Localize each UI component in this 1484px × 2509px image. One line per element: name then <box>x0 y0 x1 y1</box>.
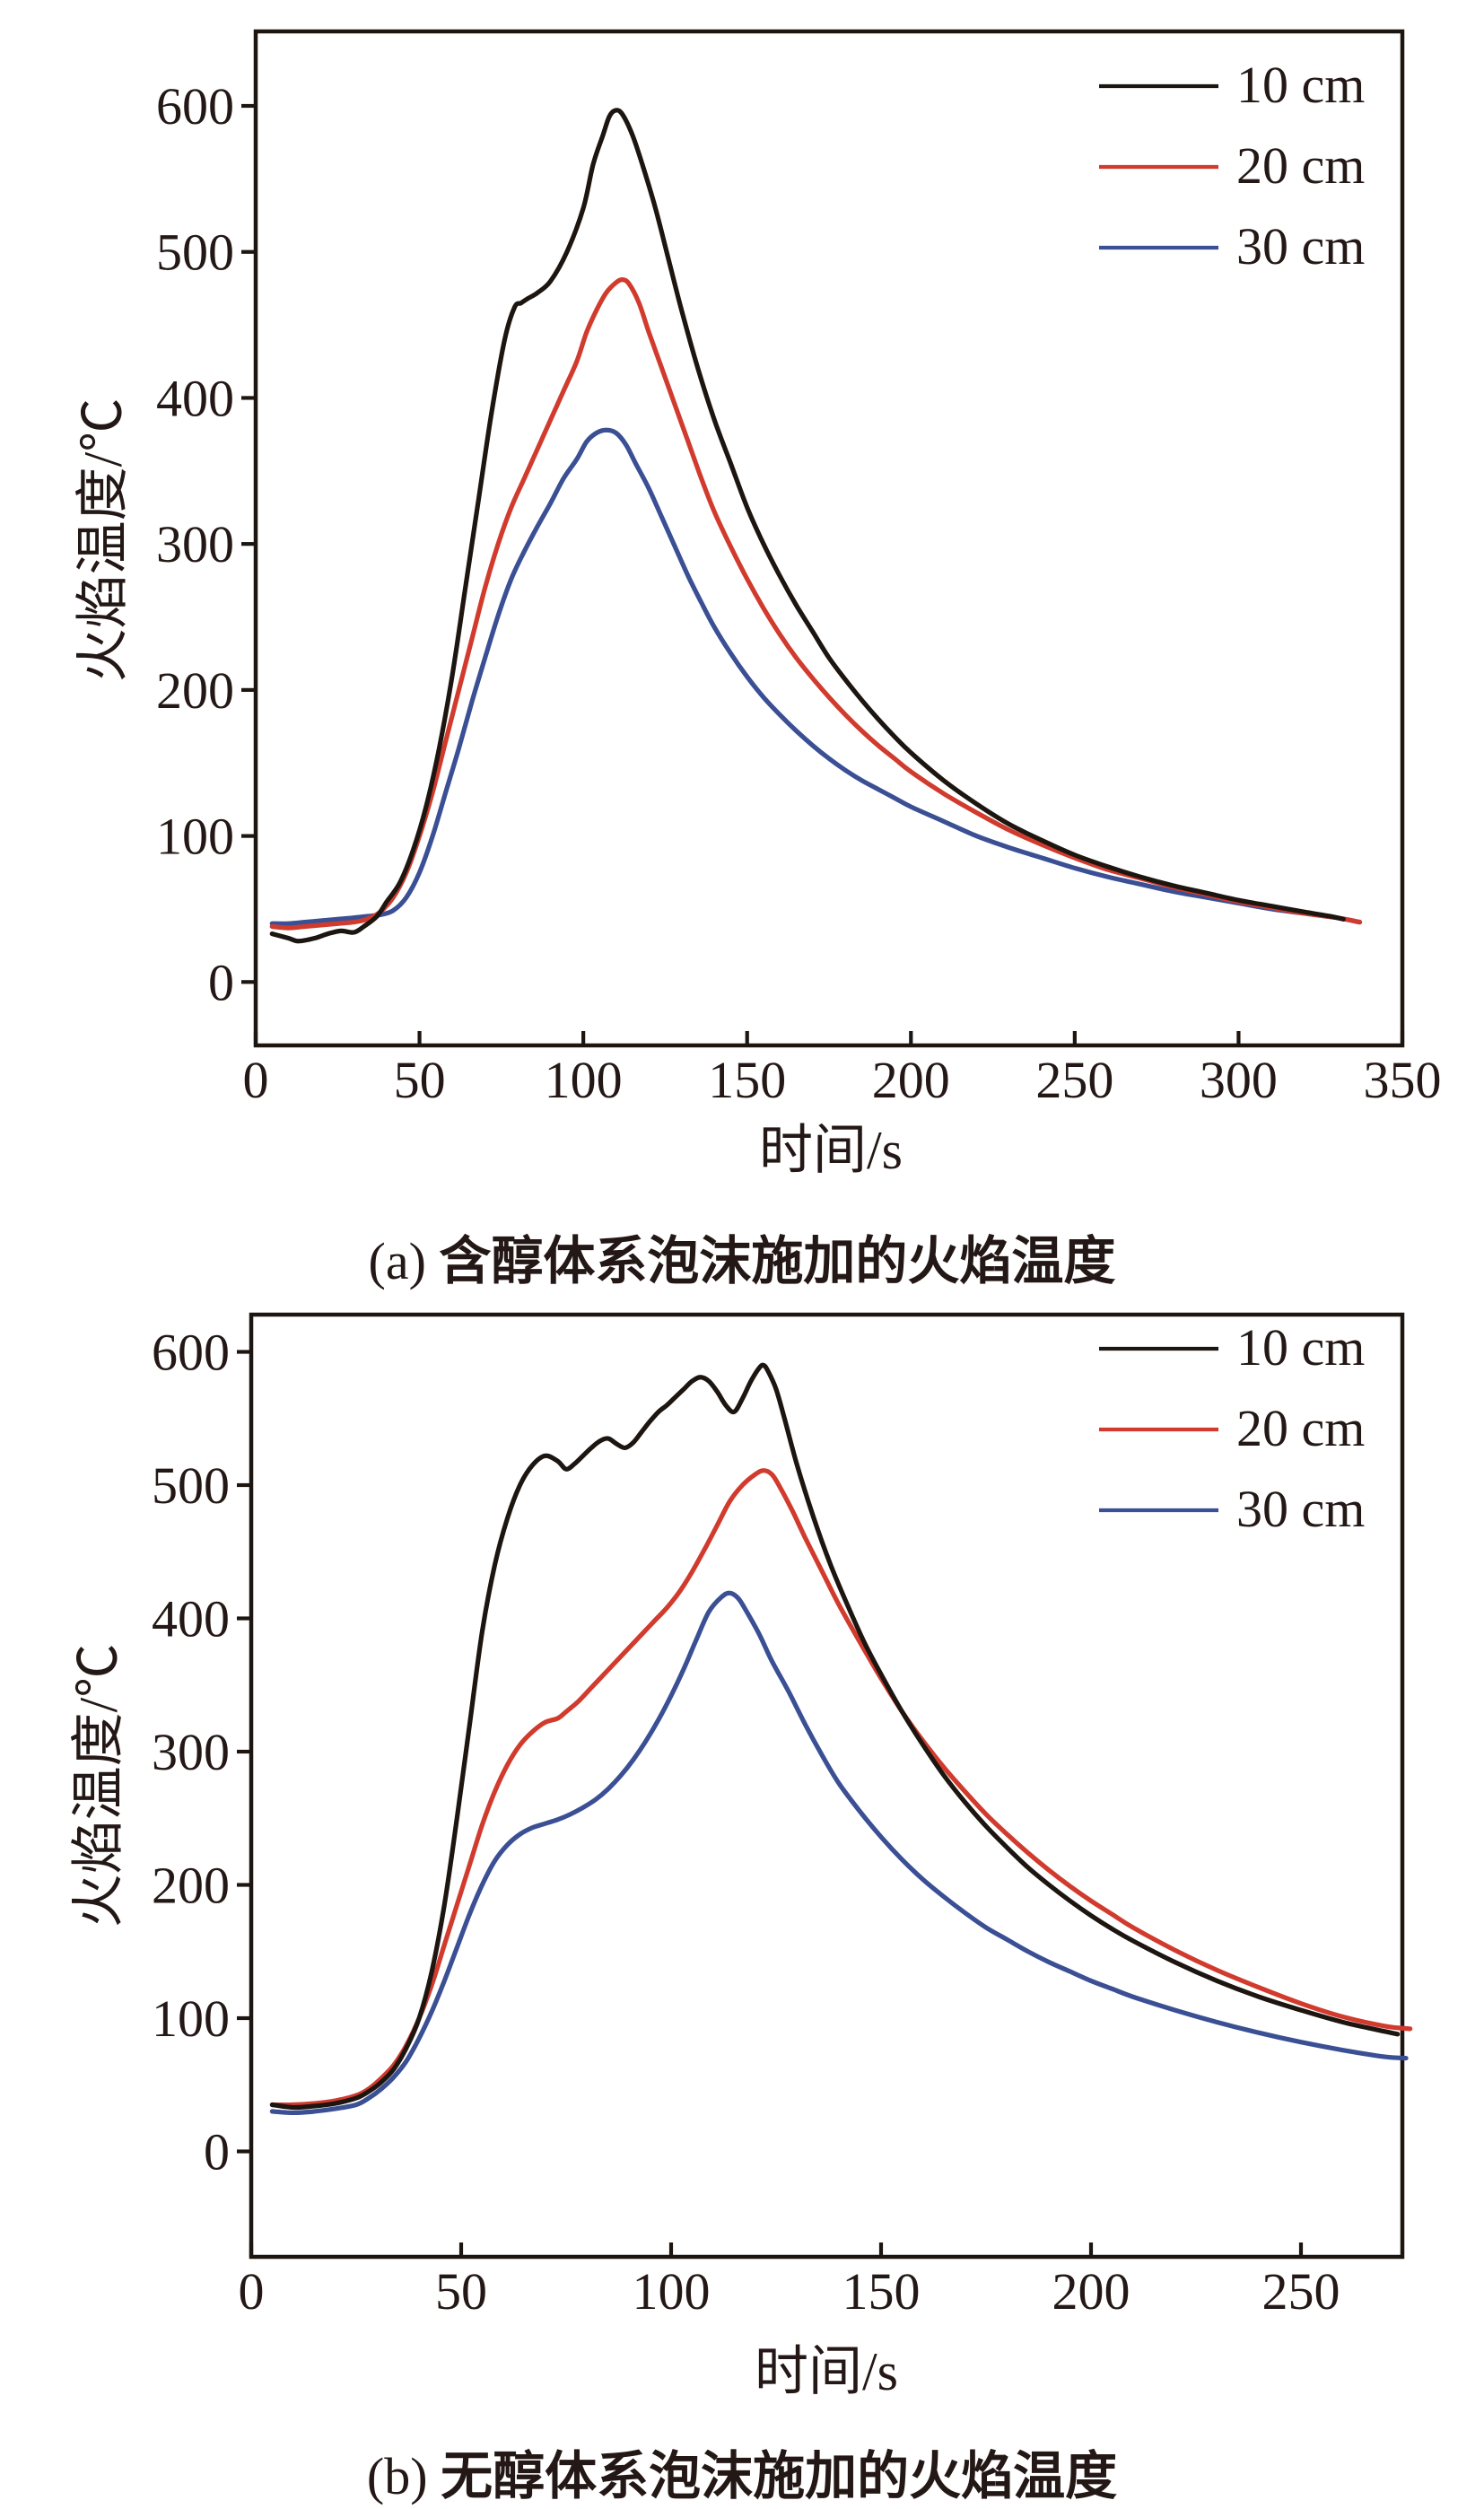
svg-text:0: 0 <box>204 2123 230 2181</box>
svg-text:时间/s: 时间/s <box>755 2342 898 2401</box>
svg-text:20 cm: 20 cm <box>1236 136 1365 195</box>
svg-text:30 cm: 30 cm <box>1236 1480 1365 1538</box>
svg-text:20 cm: 20 cm <box>1236 1399 1365 1457</box>
svg-text:50: 50 <box>435 2262 487 2321</box>
svg-text:150: 150 <box>842 2262 921 2321</box>
svg-text:火焰温度/℃: 火焰温度/℃ <box>69 1644 128 1928</box>
svg-text:250: 250 <box>1262 2262 1340 2321</box>
svg-text:200: 200 <box>156 661 234 720</box>
svg-text:400: 400 <box>156 369 234 427</box>
svg-text:500: 500 <box>152 1456 230 1515</box>
svg-text:100: 100 <box>156 808 234 866</box>
svg-text:150: 150 <box>708 1051 786 1109</box>
svg-text:火焰温度/℃: 火焰温度/℃ <box>74 398 133 683</box>
svg-text:200: 200 <box>152 1857 230 1915</box>
svg-text:200: 200 <box>872 1051 950 1109</box>
svg-text:0: 0 <box>243 1051 269 1109</box>
svg-text:100: 100 <box>545 1051 623 1109</box>
svg-text:600: 600 <box>152 1324 230 1382</box>
svg-text:10 cm: 10 cm <box>1236 1318 1365 1377</box>
svg-text:100: 100 <box>633 2262 711 2321</box>
svg-text:200: 200 <box>1052 2262 1130 2321</box>
svg-text:30 cm: 30 cm <box>1236 217 1365 275</box>
svg-text:600: 600 <box>156 77 234 136</box>
svg-text:10 cm: 10 cm <box>1236 56 1365 114</box>
svg-text:0: 0 <box>208 953 234 1011</box>
svg-text:100: 100 <box>152 1989 230 2048</box>
svg-text:500: 500 <box>156 223 234 282</box>
svg-text:50: 50 <box>394 1051 446 1109</box>
svg-text:300: 300 <box>152 1723 230 1781</box>
svg-text:400: 400 <box>152 1590 230 1648</box>
svg-text:250: 250 <box>1035 1051 1113 1109</box>
svg-text:350: 350 <box>1364 1051 1442 1109</box>
svg-text:时间/s: 时间/s <box>759 1121 903 1180</box>
svg-text:300: 300 <box>1200 1051 1278 1109</box>
svg-text:300: 300 <box>156 515 234 573</box>
svg-text:0: 0 <box>239 2262 265 2321</box>
